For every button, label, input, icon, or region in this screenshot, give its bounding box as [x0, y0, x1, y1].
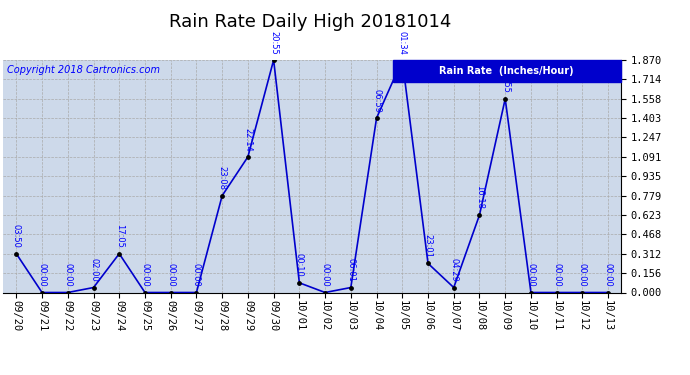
Point: [191, 290, 202, 296]
Point: [525, 290, 536, 296]
Text: 00:00: 00:00: [604, 263, 613, 287]
Text: 02:00: 02:00: [89, 258, 98, 282]
Text: 04:29: 04:29: [449, 258, 458, 282]
Text: 00:00: 00:00: [63, 263, 72, 287]
Text: 23:01: 23:01: [424, 234, 433, 258]
Text: Rain Rate  (Inches/Hour): Rain Rate (Inches/Hour): [440, 66, 574, 76]
Text: 00:00: 00:00: [552, 263, 561, 287]
Text: 00:00: 00:00: [321, 263, 330, 287]
Point: [319, 290, 331, 296]
Text: 00:00: 00:00: [141, 263, 150, 287]
Point: [37, 290, 48, 296]
Text: 20:55: 20:55: [269, 31, 278, 54]
Point: [294, 280, 305, 286]
Point: [217, 193, 228, 199]
FancyBboxPatch shape: [393, 60, 621, 82]
Point: [371, 115, 382, 121]
Point: [448, 285, 460, 291]
Point: [345, 285, 356, 291]
Text: 22:14: 22:14: [244, 128, 253, 151]
Text: 13:55: 13:55: [501, 69, 510, 93]
Text: 06:59: 06:59: [372, 88, 381, 112]
Point: [422, 260, 433, 266]
Text: Copyright 2018 Cartronics.com: Copyright 2018 Cartronics.com: [6, 64, 159, 75]
Text: Rain Rate Daily High 20181014: Rain Rate Daily High 20181014: [169, 13, 452, 31]
Text: 00:10: 00:10: [295, 254, 304, 277]
Text: 17:05: 17:05: [115, 224, 124, 248]
Point: [114, 251, 125, 257]
Point: [474, 212, 485, 218]
Text: 00:00: 00:00: [37, 263, 46, 287]
Text: 00:00: 00:00: [166, 263, 175, 287]
Point: [397, 57, 408, 63]
Point: [165, 290, 176, 296]
Text: 01:34: 01:34: [397, 31, 407, 54]
Point: [242, 154, 253, 160]
Text: 06:01: 06:01: [346, 258, 355, 282]
Point: [602, 290, 613, 296]
Text: 00:00: 00:00: [526, 263, 535, 287]
Text: 23:08: 23:08: [217, 166, 227, 190]
Text: 00:00: 00:00: [578, 263, 587, 287]
Point: [268, 57, 279, 63]
Point: [551, 290, 562, 296]
Point: [139, 290, 150, 296]
Text: 03:50: 03:50: [12, 224, 21, 248]
Point: [11, 251, 22, 257]
Text: 16:18: 16:18: [475, 186, 484, 210]
Text: 00:00: 00:00: [192, 263, 201, 287]
Point: [577, 290, 588, 296]
Point: [62, 290, 73, 296]
Point: [500, 96, 511, 102]
Point: [88, 285, 99, 291]
